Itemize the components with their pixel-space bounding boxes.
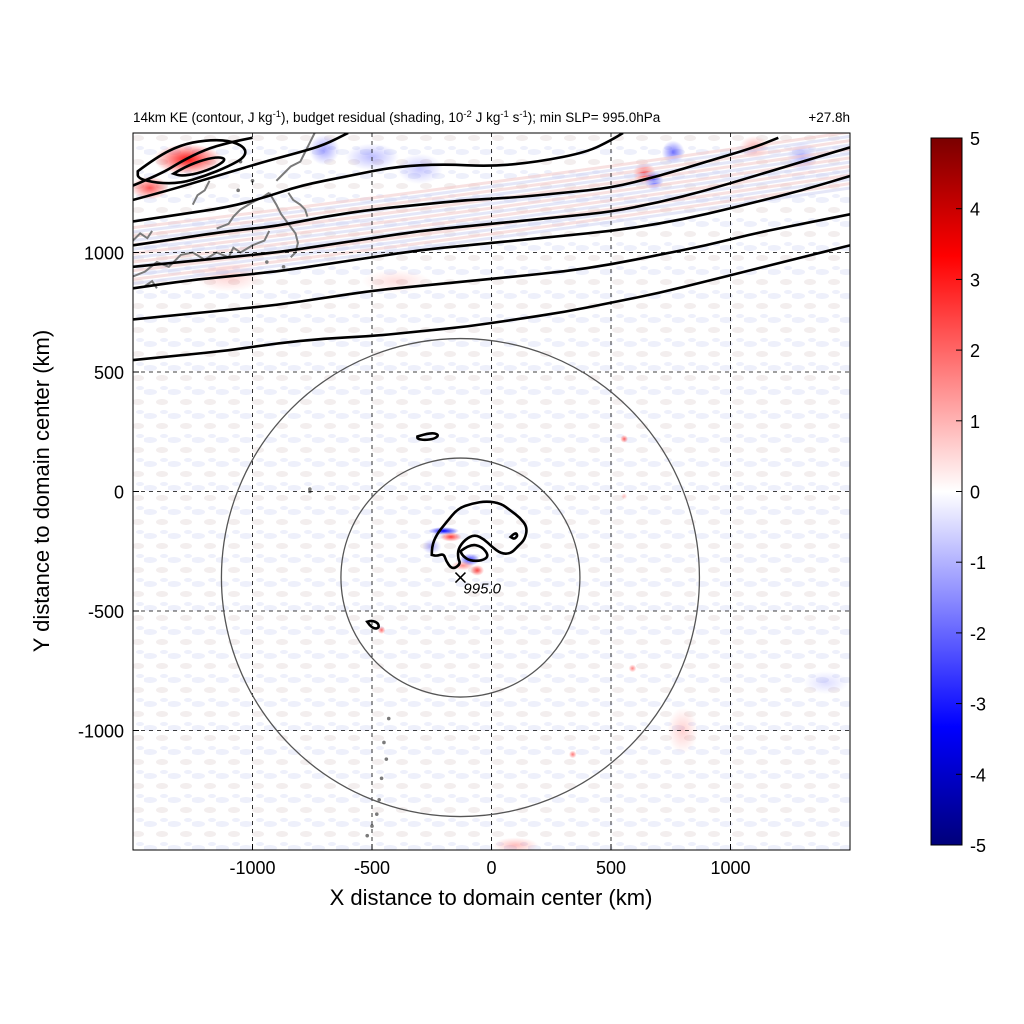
ke-contour-closed [458,543,489,563]
time-label: +27.8h [808,110,850,125]
wave-band [133,143,850,243]
storm-center: 995.0 [454,572,502,598]
ke-contour [133,133,624,223]
coastline-islet [386,716,391,721]
plot-area: 995.0 [132,132,851,851]
coastline-islet [377,798,381,802]
colorbar-tick-label: 1 [970,412,980,432]
x-axis: -1000 -500 0 500 1000 [229,844,751,878]
colorbar-tick-label: 2 [970,341,980,361]
svg-text:14km KE (contour, J kg-1), bud: 14km KE (contour, J kg-1), budget residu… [133,109,661,125]
coastline-islet [365,833,370,838]
residual-blob [621,493,628,500]
wave-band [133,173,850,273]
residual-blob [628,664,637,673]
min-slp-label: 995.0 [463,581,501,598]
ke-contour [133,133,349,202]
wave-band [133,134,850,234]
residual-blob [620,435,628,443]
range-circle [220,337,701,818]
residual-blob [667,707,698,754]
colorbar-tick-label: -1 [970,553,986,573]
y-tick-label: 500 [94,363,124,383]
x-tick-label: 1000 [710,858,750,878]
residual-blob [345,143,399,171]
ke-contour [133,146,850,269]
coastline-segment [268,192,299,258]
coastline-segment [133,230,153,242]
coastline-islet [374,812,379,816]
y-tick-label: -1000 [78,722,124,742]
ke-contour [133,136,779,247]
storm-marker [454,572,466,584]
ke-contours [133,133,850,630]
colorbar-tick-label: 5 [970,129,980,149]
ke-contour-closed [365,619,380,630]
coastline-segment [191,180,211,206]
residual-blob [470,565,485,576]
y-tick-label: 1000 [84,244,124,264]
coastline-islet [379,776,384,781]
colorbar-tick-label: 3 [970,270,980,290]
colorbar-tick-label: -4 [970,765,986,785]
x-tick-label: -1000 [229,858,275,878]
colorbar-tick-label: -2 [970,624,986,644]
y-axis-label: Y distance to domain center (km) [29,330,54,652]
residual-blob [492,837,539,850]
ke-contour-closed [136,138,247,185]
ke-contour-closed [416,432,440,442]
wave-band [133,182,850,281]
colorbar: 5 4 3 2 1 0 -1 -2 -3 -4 -5 [930,129,986,856]
y-tick-label: -500 [88,602,124,622]
y-tick-label: 0 [114,483,124,503]
x-tick-label: 500 [596,858,626,878]
colorbar-tick-label: 4 [970,200,980,220]
coastline-islet [250,179,255,183]
residual-blob [568,750,577,759]
ke-contour [133,212,850,321]
ke-contour-closed [508,532,519,540]
colorbar-tick-label: -3 [970,695,986,715]
coastline-segment [133,251,229,278]
y-axis: -1000 -500 0 500 1000 [78,244,139,742]
ke-contour [133,174,850,290]
coastline-islet [370,824,374,828]
ke-contour [133,244,850,362]
coastline-segment [287,192,309,217]
range-circle [340,457,581,698]
ke-contour-closed [430,500,528,570]
coastline-segment [275,133,316,182]
range-circles [220,337,701,818]
coastline-islet [281,265,286,269]
residual-blob [803,671,850,695]
x-tick-label: 0 [486,858,496,878]
x-tick-label: -500 [354,858,390,878]
colorbar-tick-label: -5 [970,836,986,856]
coastline-islet [382,740,386,745]
residual-blob [377,626,386,634]
ke-contour-closed [170,156,226,177]
colorbar-ticks: 5 4 3 2 1 0 -1 -2 -3 -4 -5 [956,129,986,856]
coastline-islet [236,188,240,193]
x-axis-label: X distance to domain center (km) [330,885,653,910]
wave-band [133,169,850,268]
coastline-islet [265,260,269,264]
colorbar-tick-label: 0 [970,483,980,503]
coastline-segment [227,230,271,258]
ke-contour [133,136,253,187]
residual-blob [396,153,443,185]
chart-title: 14km KE (contour, J kg-1), budget residu… [133,109,661,125]
residual-blob [440,532,462,542]
coastline-islet [384,757,389,761]
wave-band [133,152,850,251]
